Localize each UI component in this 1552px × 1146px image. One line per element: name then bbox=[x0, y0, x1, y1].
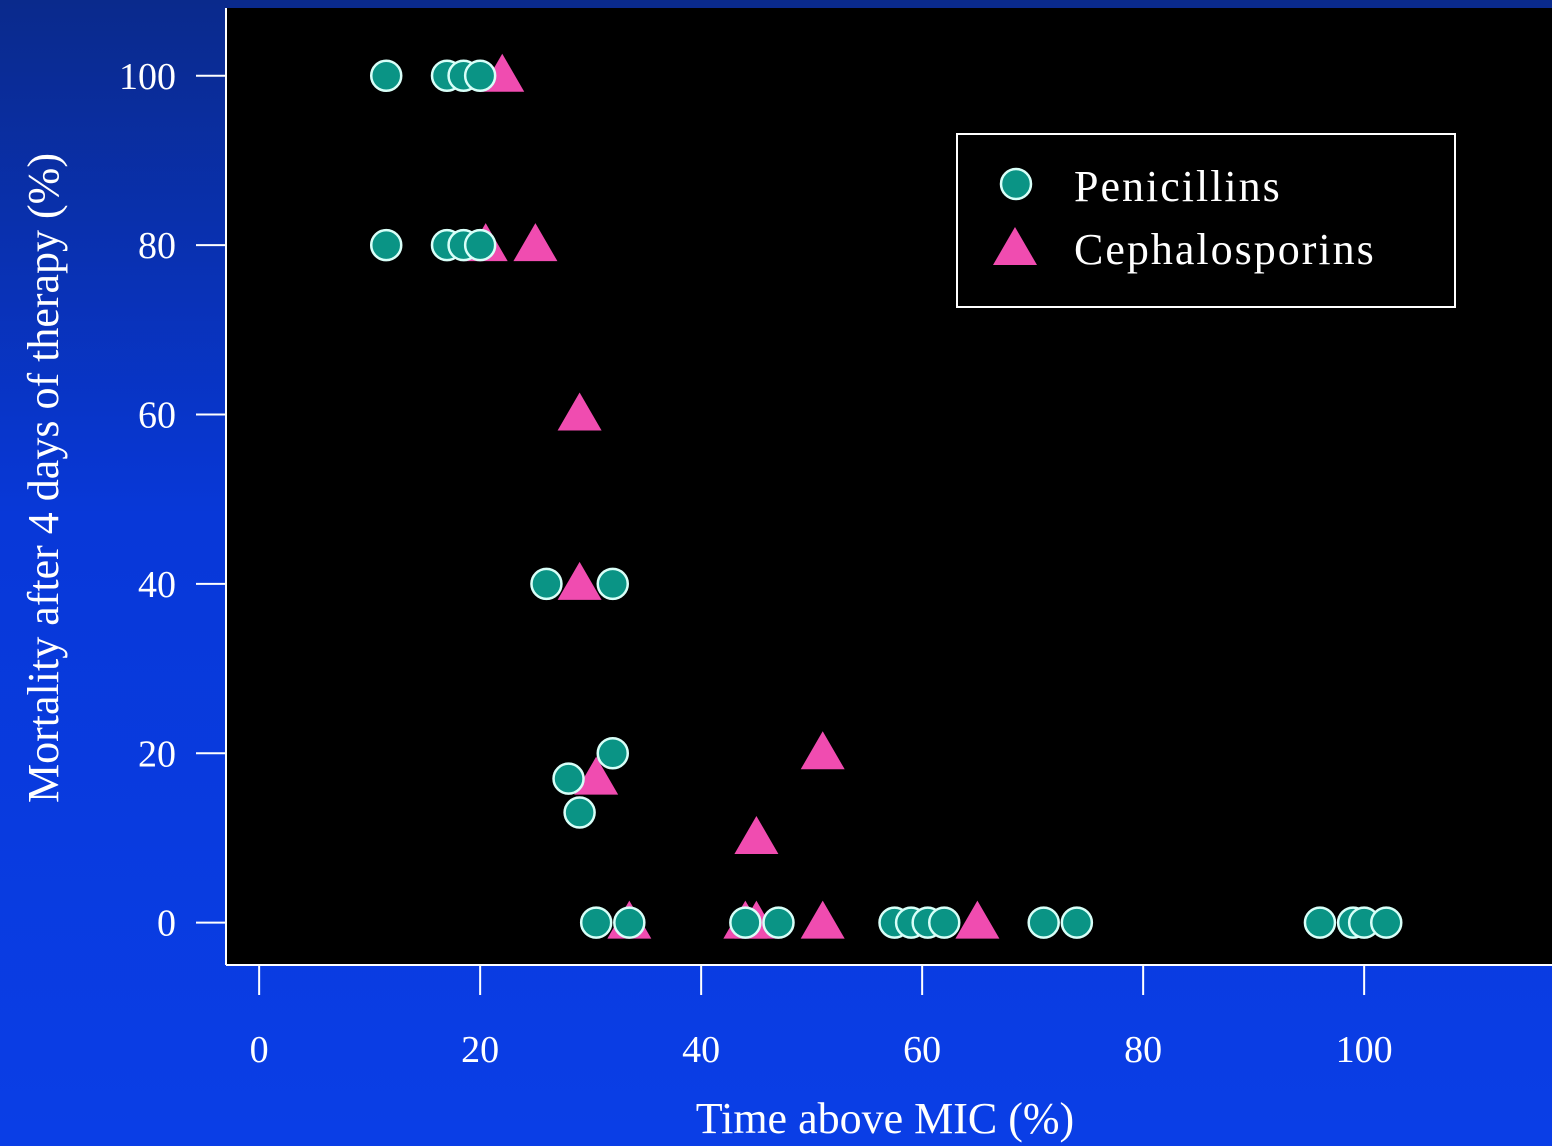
x-axis-title: Time above MIC (%) bbox=[696, 1094, 1074, 1143]
penicillins-point bbox=[596, 567, 629, 601]
cephalosporins-point bbox=[557, 561, 602, 600]
penicillins-point bbox=[552, 762, 585, 795]
y-tick-label: 20 bbox=[138, 733, 176, 775]
penicillins-point bbox=[369, 228, 403, 262]
cephalosporins-point bbox=[800, 900, 845, 939]
penicillins-point bbox=[1370, 906, 1403, 939]
x-tick-label: 20 bbox=[461, 1029, 499, 1071]
x-axis-ticks: 0 20 40 60 80 100 bbox=[250, 965, 1393, 1071]
x-tick-label: 0 bbox=[250, 1029, 269, 1071]
cephalosporins-point bbox=[955, 900, 1000, 939]
penicillins-point bbox=[729, 906, 762, 939]
x-tick-label: 60 bbox=[903, 1029, 941, 1071]
penicillins-point bbox=[1303, 906, 1337, 939]
y-tick-label: 0 bbox=[157, 903, 176, 945]
penicillins-point bbox=[596, 737, 629, 770]
cephalosporins-point bbox=[734, 815, 779, 854]
y-tick-label: 100 bbox=[119, 56, 176, 98]
y-tick-label: 60 bbox=[138, 395, 176, 437]
y-axis-ticks: 0 20 40 60 80 100 bbox=[119, 56, 226, 945]
penicillins-point bbox=[563, 796, 596, 829]
penicillins-point bbox=[1060, 906, 1094, 939]
legend-cephalosporins-label: Cephalosporins bbox=[1074, 225, 1376, 274]
penicillins-point bbox=[1027, 906, 1060, 939]
penicillins-point bbox=[463, 59, 497, 93]
data-points bbox=[369, 53, 1403, 939]
legend: Penicillins Cephalosporins bbox=[956, 133, 1456, 308]
penicillins-point bbox=[530, 567, 563, 601]
y-tick-label: 40 bbox=[138, 564, 176, 606]
penicillins-point bbox=[369, 59, 403, 93]
penicillins-point bbox=[579, 906, 613, 939]
legend-penicillins-label: Penicillins bbox=[1074, 162, 1282, 211]
legend-cephalosporins-marker bbox=[993, 227, 1037, 265]
x-tick-label: 40 bbox=[682, 1029, 720, 1071]
legend-penicillins-marker bbox=[999, 167, 1033, 201]
cephalosporins-point bbox=[800, 731, 845, 770]
legend-box bbox=[956, 133, 1456, 308]
penicillins-point bbox=[613, 906, 646, 939]
y-axis-title: Mortality after 4 days of therapy (%) bbox=[19, 153, 68, 803]
cephalosporins-point bbox=[574, 756, 619, 795]
cephalosporins-point bbox=[513, 223, 558, 262]
penicillins-point bbox=[762, 906, 795, 939]
penicillins-point bbox=[928, 906, 961, 939]
cephalosporins-point bbox=[557, 392, 602, 431]
y-tick-label: 80 bbox=[138, 225, 176, 267]
x-tick-label: 80 bbox=[1124, 1029, 1162, 1071]
x-tick-label: 100 bbox=[1336, 1029, 1393, 1071]
penicillins-point bbox=[463, 228, 497, 262]
